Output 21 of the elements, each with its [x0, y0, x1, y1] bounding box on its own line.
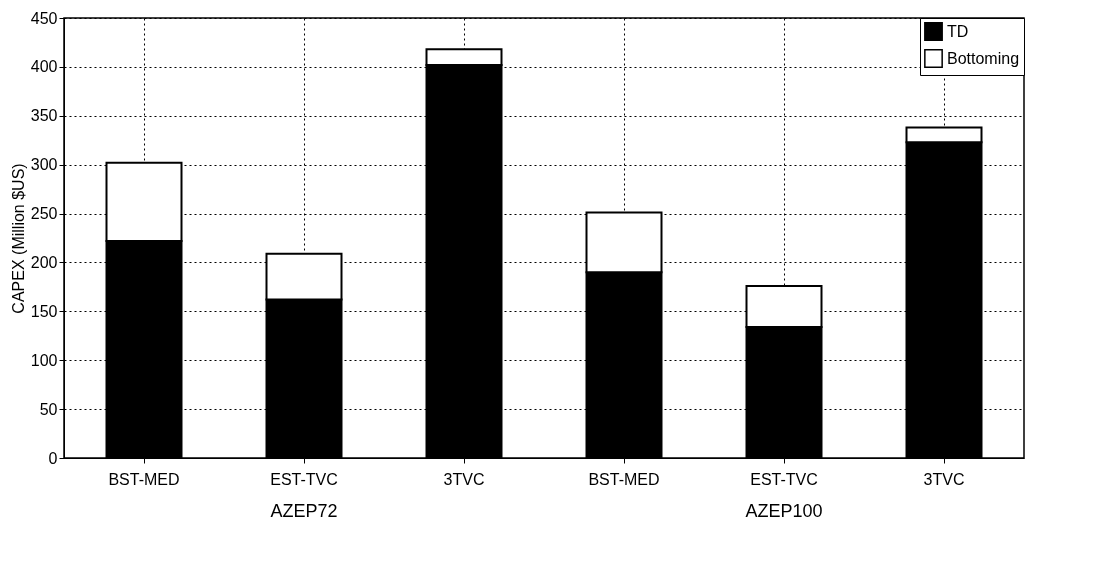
y-tick-label: 300 [30, 156, 58, 174]
legend-label: Bottoming [947, 49, 1020, 67]
y-tick-label: 0 [48, 449, 58, 467]
x-tick-label: EST-TVC [750, 470, 818, 488]
x-tick-label: BST-MED [588, 470, 660, 488]
y-tick-label: 400 [30, 58, 58, 76]
x-tick-label: BST-MED [108, 470, 180, 488]
y-tick-label: 200 [30, 253, 58, 271]
x-tick-label: EST-TVC [270, 470, 338, 488]
y-tick-label: 100 [30, 351, 58, 369]
text: AZEP100 [745, 501, 823, 521]
legend-label: TD [947, 22, 969, 40]
text: AZEP72 [270, 501, 338, 521]
y-tick-label: 50 [39, 400, 58, 418]
y-tick-label: 250 [30, 205, 58, 223]
y-tick-label: 150 [30, 302, 58, 320]
x-tick-label: 3TVC [923, 470, 965, 488]
y-tick-label: 450 [30, 9, 58, 27]
y-axis-title: CAPEX (Million $US) [9, 163, 27, 314]
y-tick-label: 350 [30, 107, 58, 125]
x-tick-label: 3TVC [443, 470, 485, 488]
